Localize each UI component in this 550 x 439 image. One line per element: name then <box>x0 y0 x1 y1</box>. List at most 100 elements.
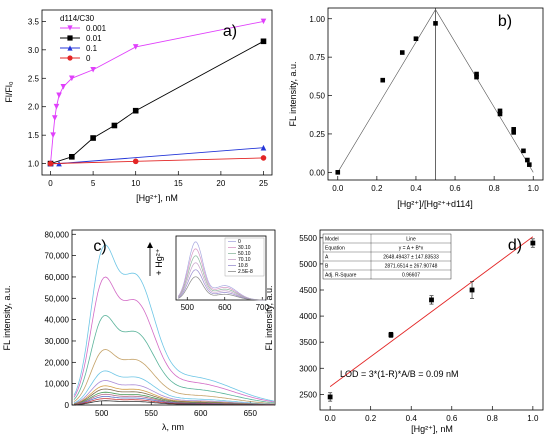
spectrum-line <box>73 370 275 405</box>
y-tick-label: 0.25 <box>309 130 325 139</box>
y-tick-label: 70,000 <box>45 252 70 261</box>
table-cell: 0.96607 <box>402 272 420 278</box>
data-point <box>497 111 503 117</box>
panel-label-a: a) <box>223 23 237 40</box>
series-line <box>50 147 264 165</box>
data-point <box>260 38 267 45</box>
spectrum-line <box>73 400 274 406</box>
x-tick-label: 500 <box>95 409 109 418</box>
x-axis-label-b: [Hg²⁺]/[Hg²⁺+d114] <box>397 199 473 209</box>
y-tick-label: 2.5 <box>28 74 40 83</box>
y-tick-label: 50,000 <box>45 294 70 303</box>
y-axis-label-b: FL intensity, a.u. <box>288 61 298 126</box>
x-tick-label: 15 <box>174 179 183 188</box>
data-point <box>511 127 516 132</box>
data-point <box>527 162 532 167</box>
data-point <box>51 115 58 121</box>
x-tick-label: 600 <box>194 409 208 418</box>
legend-entry: 0.1 <box>86 44 98 53</box>
data-point <box>474 74 479 80</box>
y-tick-label: 1.0 <box>28 160 40 169</box>
legend-entry: 0 <box>86 54 91 63</box>
y-tick-label: 2.0 <box>28 103 40 112</box>
table-cell: A <box>325 254 329 260</box>
data-point <box>56 92 62 99</box>
x-tick-label: 20 <box>216 179 225 188</box>
data-point <box>47 160 54 167</box>
x-tick-label: 0.2 <box>365 414 377 423</box>
table-cell: Line <box>406 236 416 242</box>
y-tick-label: 3000 <box>299 364 317 373</box>
plot-frame-d <box>319 229 544 411</box>
chart-panel-b: 0.0 0.2 0.4 0.6 0.8 1.0 0.00 0.25 0.50 0.75 1.00 b… <box>288 7 544 209</box>
table-cell: 2648.49437 ± 147.83533 <box>383 254 439 260</box>
data-point <box>497 108 503 114</box>
y-tick-label: 20,000 <box>45 358 70 367</box>
legend-entry: 0.01 <box>86 34 102 43</box>
y-tick-label: 5000 <box>299 260 317 269</box>
x-tick-label: 0.0 <box>332 184 344 193</box>
data-point <box>511 130 516 135</box>
y-tick-label: 0.50 <box>309 92 325 101</box>
spectrum-line <box>73 244 275 402</box>
data-point <box>90 66 96 73</box>
inset-legend-entry: 2.5E-8 <box>238 269 253 275</box>
x-tick-label: 0.0 <box>325 414 337 423</box>
data-point <box>327 394 333 400</box>
data-point <box>132 44 139 50</box>
data-point <box>60 84 67 90</box>
x-tick-label: 0.2 <box>371 184 383 193</box>
inset-legend-box <box>224 237 265 277</box>
plot-marks-c <box>73 244 275 406</box>
data-point <box>433 21 438 26</box>
inset-legend-entry: 50.10 <box>238 251 251 257</box>
axis-ticks-c: 500 550 600 650 0 10,000 20,000 30,000 40,000 50,… <box>45 230 258 418</box>
data-point <box>260 18 267 25</box>
inset-spectrum-line <box>178 276 265 301</box>
data-point <box>67 45 73 51</box>
table-border <box>322 233 452 280</box>
data-point <box>67 25 73 31</box>
series-line <box>50 157 264 165</box>
x-tick-label: 550 <box>145 409 159 418</box>
legend-title-a: d114/C30 <box>60 14 95 23</box>
data-point <box>399 50 405 55</box>
y-tick-label: 3.5 <box>28 17 40 26</box>
fit-line <box>337 9 436 173</box>
inset-axis-ticks: 500 600 700 <box>181 297 269 312</box>
x-tick-label: 1.0 <box>527 414 539 423</box>
x-tick-label: 0.6 <box>449 184 461 193</box>
inset-legend-entry: 10.8 <box>238 263 248 269</box>
table-cell: 2871.6514 ± 267.90748 <box>385 263 438 269</box>
series-line <box>50 20 264 164</box>
plot-marks-a <box>47 18 267 167</box>
x-axis-label-c: λ, nm <box>162 422 184 432</box>
data-point <box>67 35 73 41</box>
data-point <box>335 170 341 175</box>
table-cell: B <box>325 263 329 269</box>
data-point <box>260 144 267 151</box>
axis-ticks-d: 0.0 0.2 0.4 0.6 0.8 1.0 2500 3000 3500 4000 4500 50… <box>299 234 539 423</box>
x-tick-label: 0.8 <box>487 414 499 423</box>
plot-marks-d <box>327 236 536 402</box>
panel-label-d: d) <box>508 237 522 254</box>
x-axis-label-d: [Hg²⁺], nM <box>411 424 453 434</box>
y-tick-label: 4000 <box>299 312 317 321</box>
data-point <box>132 158 139 165</box>
y-tick-label: 0.00 <box>309 168 325 177</box>
legend-entry: 0.001 <box>86 24 107 33</box>
chart-panel-a: 0 5 10 15 20 25 1.0 1.5 2.0 2.5 3.0 3.5 a) [Hg²⁺], … <box>4 9 273 203</box>
data-point <box>67 55 73 61</box>
axis-ticks-b: 0.0 0.2 0.4 0.6 0.8 1.0 0.00 0.25 0.50 0.75 1.00 <box>309 15 539 193</box>
axis-ticks-a: 0 5 10 15 20 25 1.0 1.5 2.0 2.5 3.0 3.5 <box>28 17 269 188</box>
data-point <box>53 103 60 110</box>
x-tick-label: 1.0 <box>528 184 540 193</box>
data-point <box>388 332 394 338</box>
table-cell: Model <box>325 236 339 242</box>
data-point <box>260 155 267 161</box>
y-tick-label: 10,000 <box>45 380 70 389</box>
arrow-label: + Hg²⁺ <box>154 248 164 275</box>
